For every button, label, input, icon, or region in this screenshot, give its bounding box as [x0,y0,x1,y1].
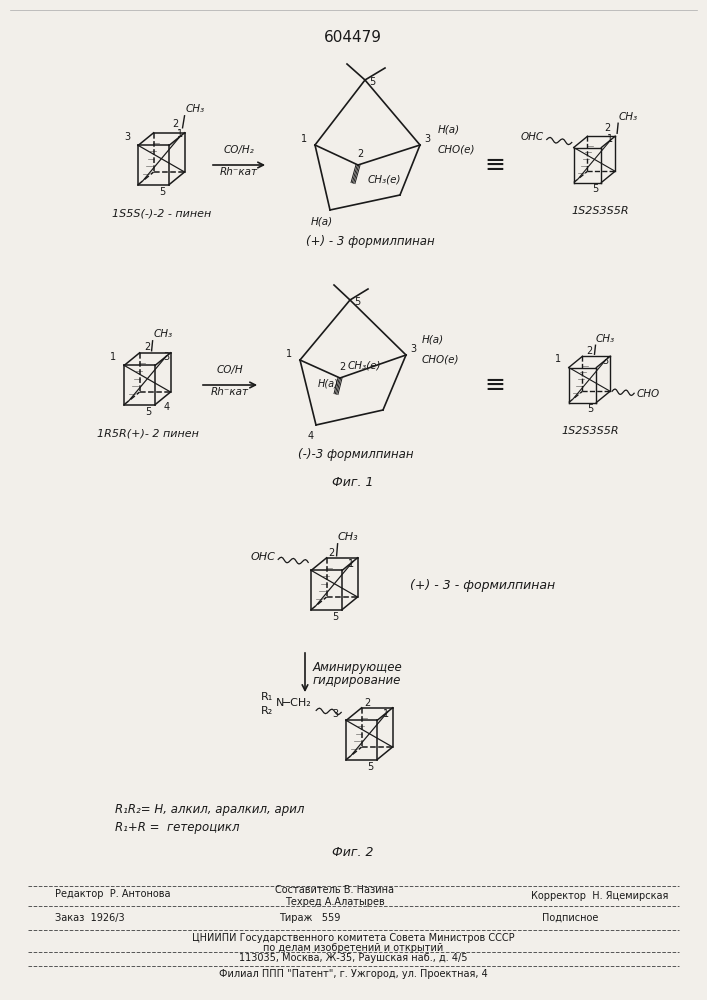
Text: CH₃(e): CH₃(e) [348,360,382,370]
Text: 113035, Москва, Ж-35, Раушская наб., д. 4/5: 113035, Москва, Ж-35, Раушская наб., д. … [239,953,467,963]
Text: ≡: ≡ [484,373,506,397]
Text: CH₃: CH₃ [595,334,614,344]
Text: Техред А.Алатырев: Техред А.Алатырев [285,897,385,907]
Text: Составитель В. Назина: Составитель В. Назина [276,885,395,895]
Text: Фиг. 2: Фиг. 2 [332,846,374,858]
Text: 2: 2 [339,362,345,372]
Text: ЦНИИПИ Государственного комитета Совета Министров СССР: ЦНИИПИ Государственного комитета Совета … [192,933,514,943]
Text: 4: 4 [308,431,314,441]
Text: 1R5R(+)- 2 пинен: 1R5R(+)- 2 пинен [97,429,199,439]
Text: 2: 2 [329,548,334,558]
Text: R₁R₂= H, алкил, аралкил, арил: R₁R₂= H, алкил, аралкил, арил [115,804,305,816]
Text: 1: 1 [177,129,183,139]
Text: Аминирующее: Аминирующее [313,661,403,674]
Text: 3: 3 [163,352,169,362]
Text: CH₃: CH₃ [153,329,173,339]
Text: CH₃: CH₃ [618,112,637,122]
Text: 1: 1 [110,352,116,362]
Text: Подписное: Подписное [542,913,598,923]
Text: 2: 2 [604,123,610,133]
Text: 2: 2 [365,698,370,708]
Text: 2: 2 [586,346,592,356]
Text: H(a): H(a) [318,378,339,388]
Text: гидрирование: гидрирование [313,674,402,687]
Text: CH₃: CH₃ [338,532,358,542]
Text: R₁: R₁ [261,692,274,702]
Text: CHO(e): CHO(e) [438,145,476,155]
Text: (-)-3 формилпинан: (-)-3 формилпинан [298,448,414,461]
Text: (+) - 3 формилпинан: (+) - 3 формилпинан [305,235,434,248]
Text: (+) - 3 - формилпинан: (+) - 3 - формилпинан [410,578,555,591]
Text: CHO: CHO [636,389,659,399]
Text: CH₃: CH₃ [185,104,204,114]
Text: 4: 4 [163,402,169,412]
Text: N─CH₂: N─CH₂ [276,698,312,708]
Text: CO/H₂: CO/H₂ [223,145,255,155]
Text: 1: 1 [286,349,292,359]
Text: Тираж   559: Тираж 559 [279,913,341,923]
Text: 5: 5 [159,187,165,197]
Text: Корректор  Н. Яцемирская: Корректор Н. Яцемирская [532,891,669,901]
Text: 5: 5 [367,762,373,772]
Text: 1S2S3S5R: 1S2S3S5R [571,207,629,217]
Text: R₂: R₂ [261,706,274,716]
Text: ≡: ≡ [484,153,506,177]
Text: Фиг. 1: Фиг. 1 [332,476,374,489]
Text: 1: 1 [607,134,614,144]
Text: Rh⁻кат: Rh⁻кат [220,167,258,177]
Text: Rh⁻кат: Rh⁻кат [211,387,249,397]
Text: 1: 1 [554,355,561,364]
Text: по делам изобретений и открытий: по делам изобретений и открытий [263,943,443,953]
Text: 1: 1 [348,559,354,569]
Text: 3: 3 [332,709,338,719]
Text: 5: 5 [369,77,375,87]
Text: 5: 5 [354,297,361,307]
Text: 5: 5 [332,612,338,622]
Text: 604479: 604479 [324,30,382,45]
Text: H(a): H(a) [422,335,444,345]
Text: 5: 5 [592,184,598,194]
Text: CH₃(e): CH₃(e) [368,175,402,185]
Text: 3: 3 [124,132,130,142]
Text: 3: 3 [602,357,609,366]
Text: 1S5S(-)-2 - пинен: 1S5S(-)-2 - пинен [112,209,211,219]
Text: 3: 3 [410,344,416,354]
Text: 5: 5 [145,407,151,417]
Text: ОНС: ОНС [520,132,544,142]
Text: 2: 2 [173,119,179,129]
Text: Филиал ППП "Патент", г. Ужгород, ул. Проектная, 4: Филиал ППП "Патент", г. Ужгород, ул. Про… [218,969,487,979]
Text: CHO(e): CHO(e) [422,355,460,365]
Text: ОНС: ОНС [250,552,275,562]
Text: 3: 3 [424,134,430,144]
Text: 2: 2 [144,342,151,352]
Text: R₁+R =  гетероцикл: R₁+R = гетероцикл [115,820,240,834]
Text: H(a): H(a) [311,216,333,226]
Text: 1S2S3S5R: 1S2S3S5R [561,426,619,436]
Text: 1: 1 [301,134,307,144]
Text: H(a): H(a) [438,125,460,135]
Text: CO/H: CO/H [216,365,243,375]
Text: Заказ  1926/3: Заказ 1926/3 [55,913,124,923]
Text: 2: 2 [357,149,363,159]
Text: 5: 5 [587,404,593,414]
Text: 1: 1 [383,709,390,719]
Text: Редактор  Р. Антонова: Редактор Р. Антонова [55,889,170,899]
